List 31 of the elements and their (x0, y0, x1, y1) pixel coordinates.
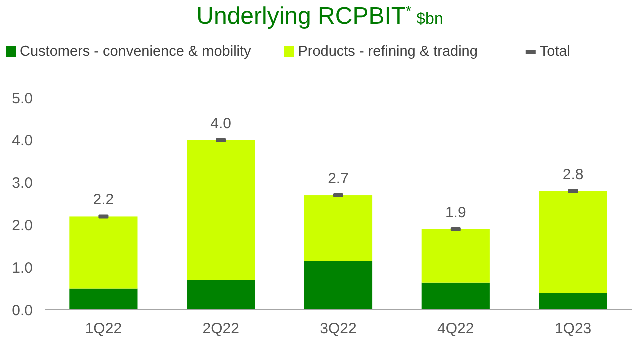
legend-label: Total (540, 44, 571, 60)
x-tick-label: 1Q22 (85, 320, 122, 338)
x-tick-label: 2Q22 (202, 320, 240, 338)
total-label: 1.9 (445, 204, 466, 222)
y-tick-label: 3.0 (12, 175, 33, 192)
bar (539, 293, 608, 310)
x-tick-label: 4Q22 (438, 320, 474, 338)
bar (422, 282, 490, 310)
legend-label: Customers - convenience & mobility (20, 44, 252, 60)
bar (304, 196, 373, 262)
chart-title: Underlying RCPBIT$^{*}$ (196, 3, 412, 30)
bar (70, 216, 138, 289)
bar (304, 261, 373, 310)
total-label: 2.7 (328, 170, 349, 188)
y-tick-label: 0.0 (12, 302, 33, 320)
bar (187, 140, 256, 280)
bar (539, 191, 608, 294)
y-tick-label: 1.0 (12, 260, 33, 277)
y-tick-label: 4.0 (12, 132, 33, 150)
y-tick-label: 5.0 (12, 90, 33, 108)
total-label: 2.8 (562, 166, 584, 184)
chart-subtitle: $bn (416, 11, 444, 28)
x-tick-label: 1Q23 (554, 320, 592, 338)
bar (422, 229, 490, 283)
bar (70, 288, 138, 310)
total-label: 2.2 (93, 192, 114, 209)
bar (187, 280, 256, 310)
legend-label: Products - refining & trading (298, 44, 478, 60)
x-tick-label: 3Q22 (320, 320, 357, 338)
y-tick-label: 2.0 (12, 217, 33, 234)
total-label: 4.0 (210, 115, 232, 132)
